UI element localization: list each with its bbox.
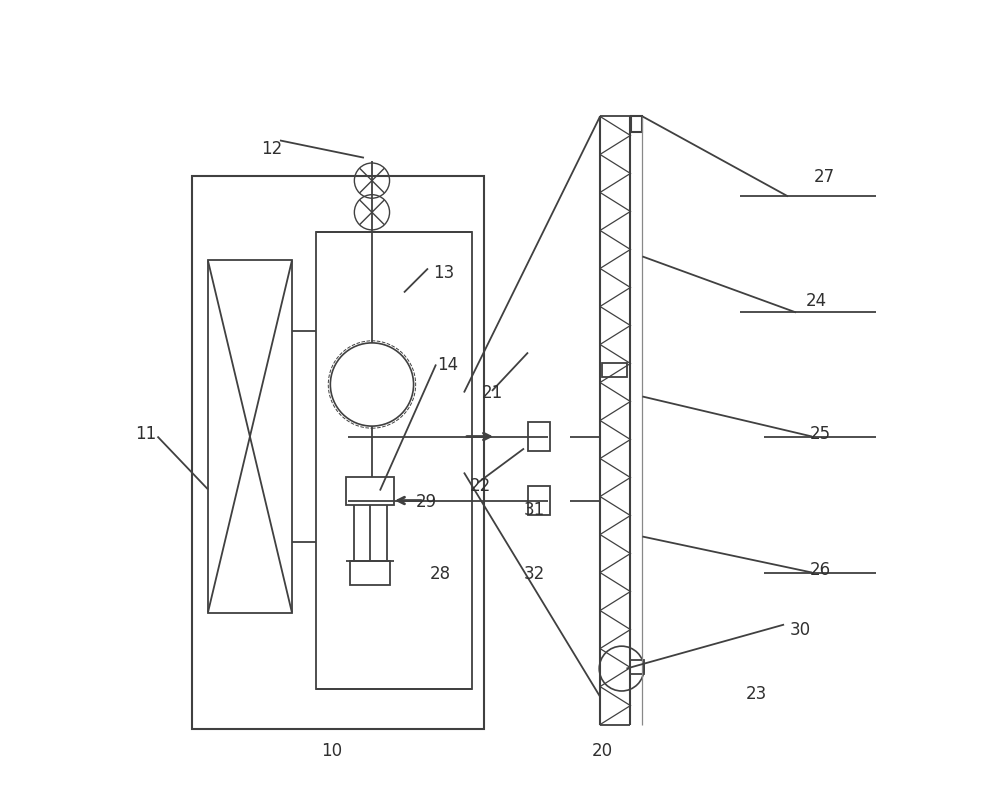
Text: 29: 29 bbox=[416, 492, 437, 510]
Text: 14: 14 bbox=[437, 356, 459, 374]
Text: 28: 28 bbox=[429, 564, 451, 581]
Text: 21: 21 bbox=[481, 384, 503, 402]
Text: 12: 12 bbox=[261, 140, 283, 158]
Text: 22: 22 bbox=[469, 476, 491, 494]
Bar bbox=[208, 261, 292, 613]
Bar bbox=[192, 177, 484, 729]
Text: 11: 11 bbox=[135, 424, 156, 442]
Text: 31: 31 bbox=[524, 500, 545, 518]
Text: 27: 27 bbox=[814, 168, 835, 186]
Text: 23: 23 bbox=[745, 684, 767, 702]
Bar bbox=[528, 487, 550, 516]
Text: 20: 20 bbox=[592, 741, 613, 759]
Text: 13: 13 bbox=[433, 264, 455, 282]
Bar bbox=[346, 477, 394, 505]
Text: 10: 10 bbox=[321, 741, 343, 759]
Text: 25: 25 bbox=[810, 424, 831, 442]
Bar bbox=[316, 233, 472, 689]
Text: 26: 26 bbox=[810, 560, 831, 577]
Text: 24: 24 bbox=[806, 292, 827, 310]
Bar bbox=[602, 363, 627, 378]
Bar bbox=[528, 423, 550, 452]
Text: 32: 32 bbox=[524, 564, 545, 581]
Text: 30: 30 bbox=[790, 620, 811, 638]
Bar bbox=[630, 660, 644, 674]
Bar bbox=[631, 117, 642, 133]
Bar bbox=[350, 561, 390, 585]
